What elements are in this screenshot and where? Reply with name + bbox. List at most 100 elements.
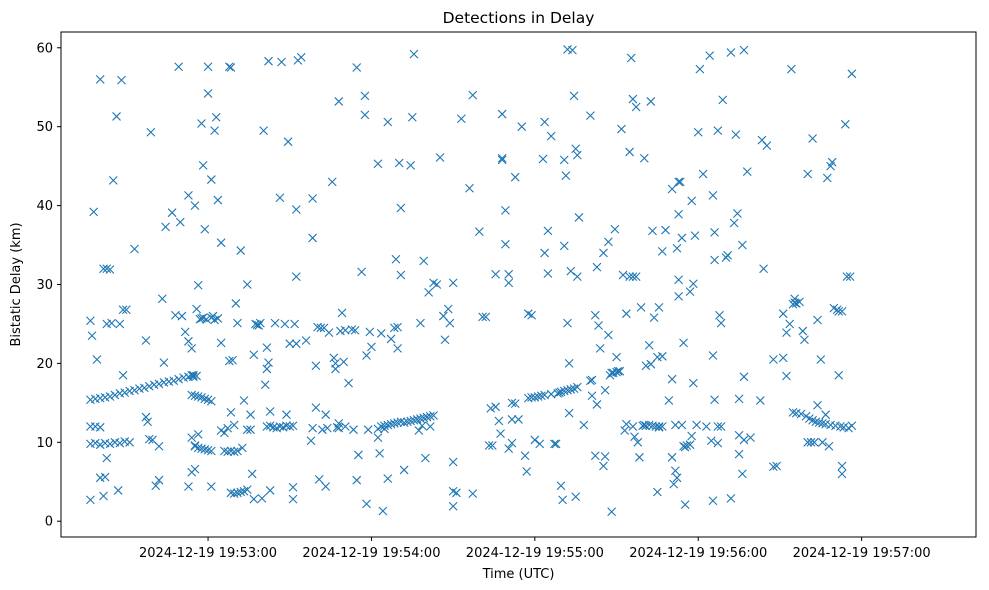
data-point (193, 392, 203, 401)
data-point (465, 183, 474, 193)
data-point (603, 330, 613, 340)
data-point (424, 288, 434, 297)
data-point (769, 355, 778, 364)
data-point (620, 426, 630, 435)
data-point (190, 464, 200, 474)
data-point (739, 435, 749, 445)
data-point (746, 433, 755, 442)
data-point (834, 370, 844, 380)
data-point (685, 287, 695, 296)
data-point (713, 126, 723, 136)
data-point (533, 392, 543, 401)
data-point (716, 422, 726, 431)
data-point (412, 415, 422, 424)
data-point (285, 422, 295, 431)
data-point (692, 420, 701, 430)
data-point (192, 304, 202, 314)
data-point (216, 238, 226, 248)
data-point (151, 481, 161, 491)
data-point (380, 421, 389, 431)
data-point (769, 462, 778, 472)
data-point (731, 130, 741, 139)
data-point (675, 177, 685, 187)
data-point (334, 97, 344, 106)
data-point (742, 167, 752, 177)
data-point (90, 438, 100, 448)
data-point (571, 144, 581, 154)
data-point (174, 62, 184, 72)
data-point (220, 428, 229, 438)
data-point (288, 421, 298, 431)
data-point (618, 270, 628, 280)
data-point (391, 254, 401, 264)
data-point (514, 415, 523, 424)
data-point (595, 344, 605, 353)
data-point (636, 302, 646, 312)
data-point (288, 494, 298, 504)
data-point (540, 117, 550, 127)
data-point (95, 422, 105, 432)
y-tick-label: 40 (36, 199, 53, 214)
data-point (308, 233, 318, 243)
data-point (594, 321, 603, 330)
data-point (161, 222, 170, 232)
data-point (349, 425, 358, 435)
data-point (657, 246, 667, 256)
data-point (790, 294, 800, 304)
data-point (718, 95, 728, 105)
data-point (334, 418, 344, 428)
data-point (782, 371, 791, 381)
data-point (496, 429, 505, 439)
data-point (679, 338, 688, 348)
y-tick-label: 0 (45, 515, 53, 530)
data-point (190, 201, 200, 210)
data-point (540, 248, 550, 258)
data-point (713, 422, 723, 431)
data-point (702, 422, 711, 431)
data-point (571, 492, 581, 502)
data-point (99, 491, 108, 501)
data-point (188, 370, 198, 380)
data-point (559, 155, 569, 165)
data-point (95, 440, 105, 450)
data-point (184, 482, 193, 491)
data-point (487, 441, 497, 450)
data-point (734, 394, 744, 404)
data-point (687, 431, 697, 441)
data-point (739, 372, 749, 382)
data-point (102, 264, 112, 274)
data-point (373, 159, 383, 169)
data-point (154, 379, 164, 389)
data-point (599, 248, 608, 258)
x-tick-label: 2024-12-19 19:54:00 (302, 546, 440, 561)
data-point (242, 280, 252, 289)
data-point (236, 246, 246, 255)
data-point (824, 441, 834, 451)
data-point (680, 500, 690, 510)
data-point (108, 175, 118, 185)
data-point (685, 440, 695, 450)
data-point (378, 506, 388, 516)
data-point (788, 407, 798, 417)
data-point (708, 190, 718, 200)
data-point (510, 399, 520, 409)
data-point (687, 196, 697, 206)
data-point (187, 370, 197, 380)
data-point (484, 441, 494, 450)
data-point (688, 279, 698, 289)
data-point (448, 278, 458, 288)
data-point (551, 439, 561, 449)
data-point (586, 111, 595, 121)
data-point (796, 409, 806, 419)
data-point (603, 237, 613, 247)
data-point (206, 175, 216, 184)
data-point (331, 364, 340, 374)
data-point (187, 433, 197, 442)
data-point (291, 272, 301, 281)
data-point (566, 266, 576, 276)
data-point (255, 318, 265, 328)
data-point (229, 489, 239, 498)
data-point (383, 474, 393, 483)
data-point (224, 356, 234, 366)
data-point (803, 437, 813, 447)
